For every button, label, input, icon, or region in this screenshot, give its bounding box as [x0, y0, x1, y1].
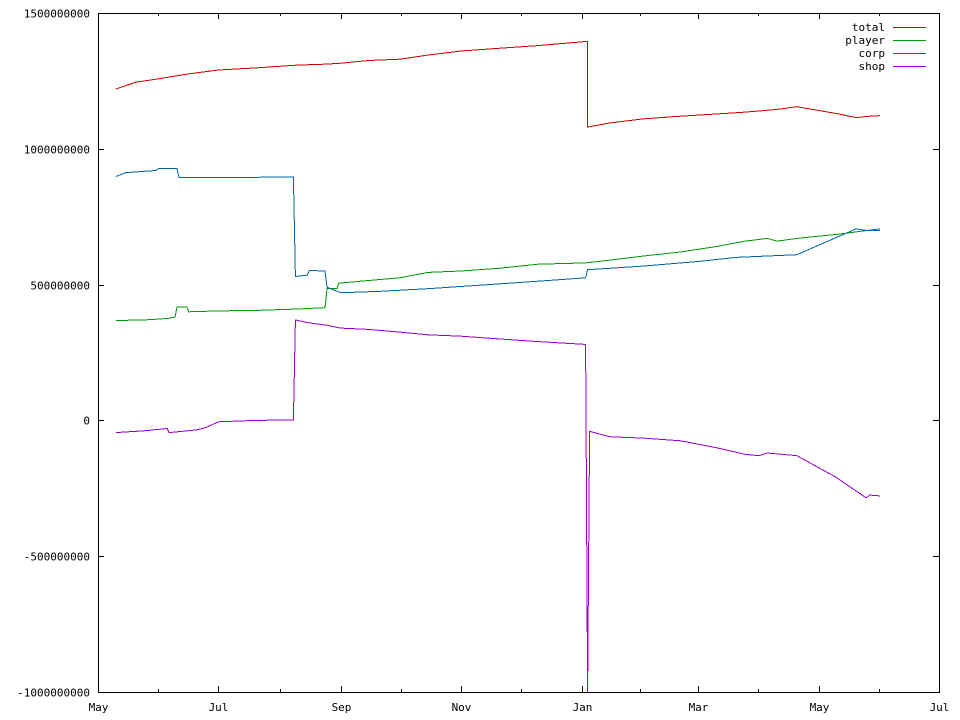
legend-label-shop: shop	[859, 60, 886, 73]
y-tick-label: 0	[83, 415, 90, 428]
y-tick-label: -500000000	[24, 551, 90, 564]
legend-label-corp: corp	[859, 47, 886, 60]
series-line-player	[115, 228, 880, 321]
x-tick-label: Mar	[689, 701, 709, 714]
y-tick-label: 1000000000	[24, 144, 90, 157]
x-tick-label: Jul	[209, 701, 229, 714]
series-line-corp	[115, 167, 880, 294]
x-tick-label: May	[89, 701, 109, 714]
series-layer	[115, 41, 880, 693]
legend-label-player: player	[845, 34, 885, 47]
x-tick-label: May	[810, 701, 830, 714]
x-tick-label: Sep	[332, 701, 352, 714]
y-axis: 1500000000 1000000000 500000000 0 -500000000…	[17, 8, 939, 700]
legend-label-total: total	[852, 21, 885, 34]
x-tick-label: Jan	[573, 701, 593, 714]
y-tick-label: 500000000	[30, 280, 90, 293]
plot-frame	[98, 13, 940, 693]
x-tick-label: Nov	[452, 701, 472, 714]
x-tick-label: Jul	[930, 701, 950, 714]
series-line-total	[115, 41, 880, 128]
x-axis: May Jul Sep Nov Jan Mar May Jul	[89, 13, 950, 714]
y-tick-label: 1500000000	[24, 8, 90, 21]
y-tick-label: -1000000000	[17, 687, 90, 700]
series-line-shop	[115, 319, 880, 693]
